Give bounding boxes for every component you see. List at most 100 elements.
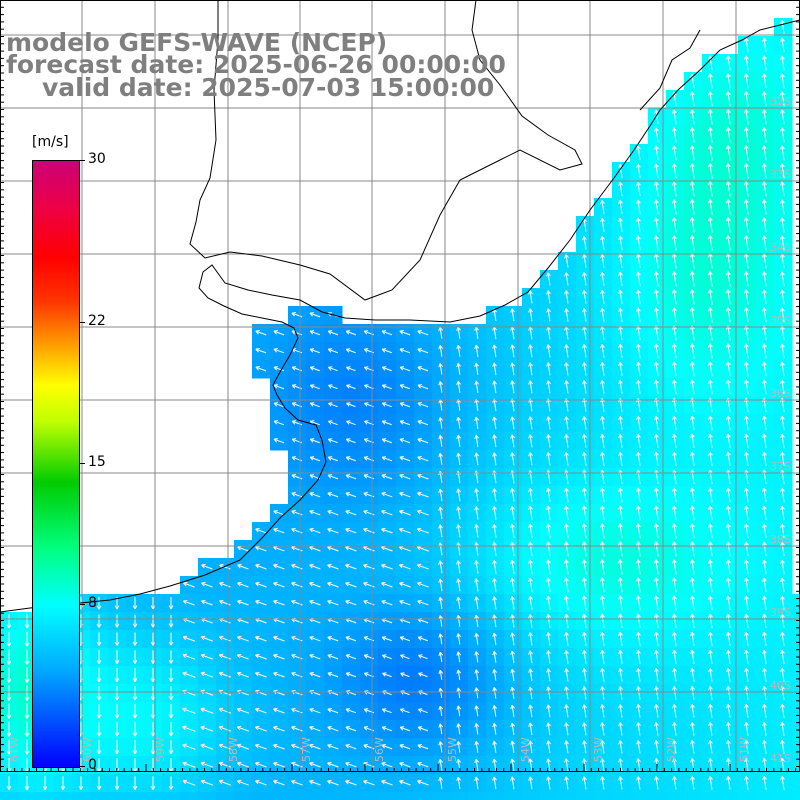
wind-arrow	[600, 235, 605, 250]
wind-arrow	[726, 73, 731, 89]
wind-arrow	[762, 415, 767, 431]
colorbar-tick	[79, 160, 85, 161]
colorbar-tick-label: 15	[88, 454, 106, 470]
wind-arrow	[528, 452, 533, 466]
wind-arrow	[726, 145, 731, 161]
wind-arrow	[346, 402, 356, 408]
wind-arrow	[327, 438, 338, 444]
wind-speed-cell	[324, 792, 343, 800]
wind-arrow	[600, 217, 605, 232]
wind-arrow	[690, 145, 695, 161]
wind-arrow	[346, 420, 356, 426]
wind-arrow	[327, 330, 339, 336]
wind-speed-cell	[144, 792, 163, 800]
wind-arrow	[600, 344, 605, 358]
wind-arrow	[474, 380, 479, 393]
latitude-label: 33S	[770, 168, 791, 181]
wind-arrow	[564, 290, 569, 304]
colorbar-unit: [m/s]	[32, 134, 69, 150]
wind-arrow	[600, 416, 605, 430]
longitude-label: 61W	[8, 737, 21, 762]
wind-arrow	[636, 217, 641, 233]
wind-arrow	[417, 366, 429, 372]
wind-arrow	[744, 91, 749, 107]
wind-arrow	[381, 474, 393, 480]
wind-arrow	[708, 343, 713, 359]
wind-arrow	[780, 307, 785, 323]
wind-arrow	[708, 379, 713, 395]
wind-arrow	[456, 362, 461, 375]
wind-arrow	[726, 127, 731, 143]
wind-arrow	[618, 235, 623, 250]
wind-arrow	[690, 343, 695, 359]
wind-speed-cell	[360, 792, 379, 800]
wind-arrow	[654, 181, 659, 197]
wind-arrow	[438, 327, 443, 339]
wind-arrow	[744, 73, 749, 89]
wind-arrow	[582, 272, 587, 286]
wind-arrow	[744, 307, 749, 323]
wind-speed-cell	[396, 792, 415, 800]
wind-arrow	[618, 307, 623, 322]
wind-arrow	[654, 307, 659, 323]
wind-arrow	[780, 163, 785, 179]
wind-arrow	[708, 73, 713, 89]
wind-arrow	[546, 416, 551, 430]
wind-arrow	[528, 380, 533, 394]
wind-arrow	[564, 362, 569, 376]
wind-arrow	[255, 330, 267, 336]
wind-arrow	[456, 344, 461, 357]
wind-arrow	[654, 415, 659, 430]
wind-arrow	[780, 235, 785, 251]
wind-arrow	[708, 361, 713, 377]
wind-arrow	[708, 145, 713, 161]
valid-date: valid date: 2025-07-03 15:00:00	[42, 73, 495, 102]
wind-arrow	[600, 434, 605, 448]
wind-speed-field	[0, 18, 800, 800]
wind-arrow	[690, 307, 695, 323]
wind-speed-cell	[792, 774, 800, 793]
wind-arrow	[636, 451, 641, 466]
wind-arrow	[744, 199, 749, 215]
wind-arrow	[636, 181, 641, 197]
wind-arrow	[654, 235, 659, 251]
wind-arrow	[762, 37, 767, 53]
wind-speed-cell	[792, 738, 800, 757]
wind-arrow	[456, 434, 461, 447]
wind-arrow	[690, 91, 695, 107]
wind-arrow	[726, 433, 731, 449]
longitude-label: 54W	[519, 737, 532, 762]
wind-arrow	[438, 381, 443, 393]
wind-arrow	[780, 361, 785, 377]
wind-arrow	[708, 127, 713, 143]
wind-arrow	[780, 271, 785, 287]
wind-arrow	[546, 308, 551, 322]
wind-speed-cell	[414, 792, 433, 800]
wind-arrow	[273, 384, 285, 390]
wind-speed-cell	[576, 792, 595, 800]
wind-arrow	[690, 271, 695, 287]
wind-arrow	[744, 37, 749, 53]
wind-speed-cell	[216, 792, 235, 800]
wind-arrow	[346, 366, 356, 372]
wind-arrow	[381, 402, 392, 408]
wind-arrow	[654, 361, 659, 377]
wind-speed-cell	[234, 792, 253, 800]
wind-arrow	[744, 271, 749, 287]
latitude-label: 39S	[770, 606, 791, 619]
wind-arrow	[309, 330, 321, 336]
wind-arrow	[438, 417, 443, 429]
wind-arrow	[726, 163, 731, 179]
wind-arrow	[672, 451, 677, 467]
wind-arrow	[780, 55, 785, 71]
wind-speed-cell	[756, 792, 775, 800]
wind-arrow	[636, 361, 641, 376]
wind-arrow	[255, 348, 267, 354]
wind-arrow	[381, 438, 392, 444]
wind-arrow	[618, 271, 623, 286]
wind-arrow	[381, 456, 393, 462]
wind-arrow	[510, 344, 515, 358]
wind-arrow	[654, 433, 659, 448]
wind-speed-cell	[180, 792, 199, 800]
